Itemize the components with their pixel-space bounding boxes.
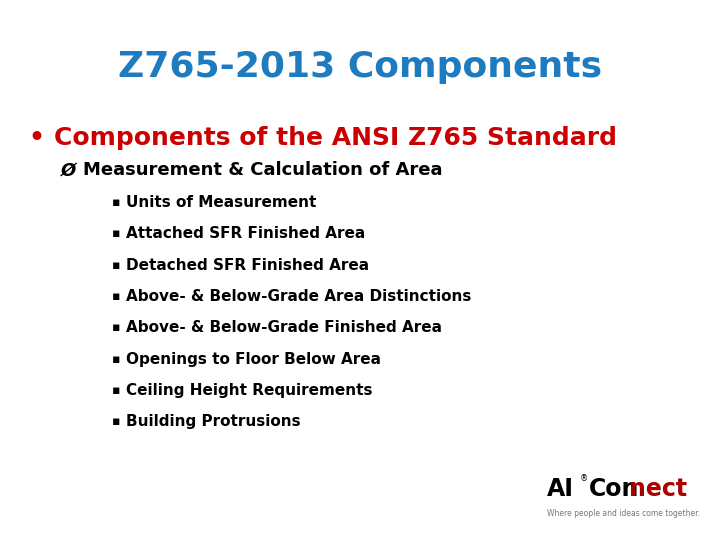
- Text: Above- & Below-Grade Finished Area: Above- & Below-Grade Finished Area: [126, 320, 442, 335]
- Text: Building Protrusions: Building Protrusions: [126, 414, 301, 429]
- Text: Components of the ANSI Z765 Standard: Components of the ANSI Z765 Standard: [54, 126, 617, 150]
- Text: ▪: ▪: [112, 321, 120, 334]
- Text: Con: Con: [589, 477, 639, 501]
- Text: Measurement & Calculation of Area: Measurement & Calculation of Area: [83, 161, 442, 179]
- Text: ▪: ▪: [112, 415, 120, 428]
- Text: ▪: ▪: [112, 290, 120, 303]
- Text: Z765-2013 Components: Z765-2013 Components: [118, 51, 602, 84]
- Text: Openings to Floor Below Area: Openings to Floor Below Area: [126, 352, 381, 367]
- Text: Attached SFR Finished Area: Attached SFR Finished Area: [126, 226, 365, 241]
- Text: Above- & Below-Grade Area Distinctions: Above- & Below-Grade Area Distinctions: [126, 289, 472, 304]
- Text: ▪: ▪: [112, 227, 120, 240]
- Text: ▪: ▪: [112, 353, 120, 366]
- Text: Ceiling Height Requirements: Ceiling Height Requirements: [126, 383, 372, 398]
- Text: Units of Measurement: Units of Measurement: [126, 195, 316, 210]
- Text: ®: ®: [580, 475, 588, 483]
- Text: •: •: [29, 126, 45, 150]
- Text: Where people and ideas come together.: Where people and ideas come together.: [547, 509, 701, 517]
- Text: Ø: Ø: [61, 161, 76, 179]
- Text: AI: AI: [547, 477, 575, 501]
- Text: nect: nect: [629, 477, 687, 501]
- Text: ▪: ▪: [112, 384, 120, 397]
- Text: Detached SFR Finished Area: Detached SFR Finished Area: [126, 258, 369, 273]
- Text: ▪: ▪: [112, 196, 120, 209]
- Text: ▪: ▪: [112, 259, 120, 272]
